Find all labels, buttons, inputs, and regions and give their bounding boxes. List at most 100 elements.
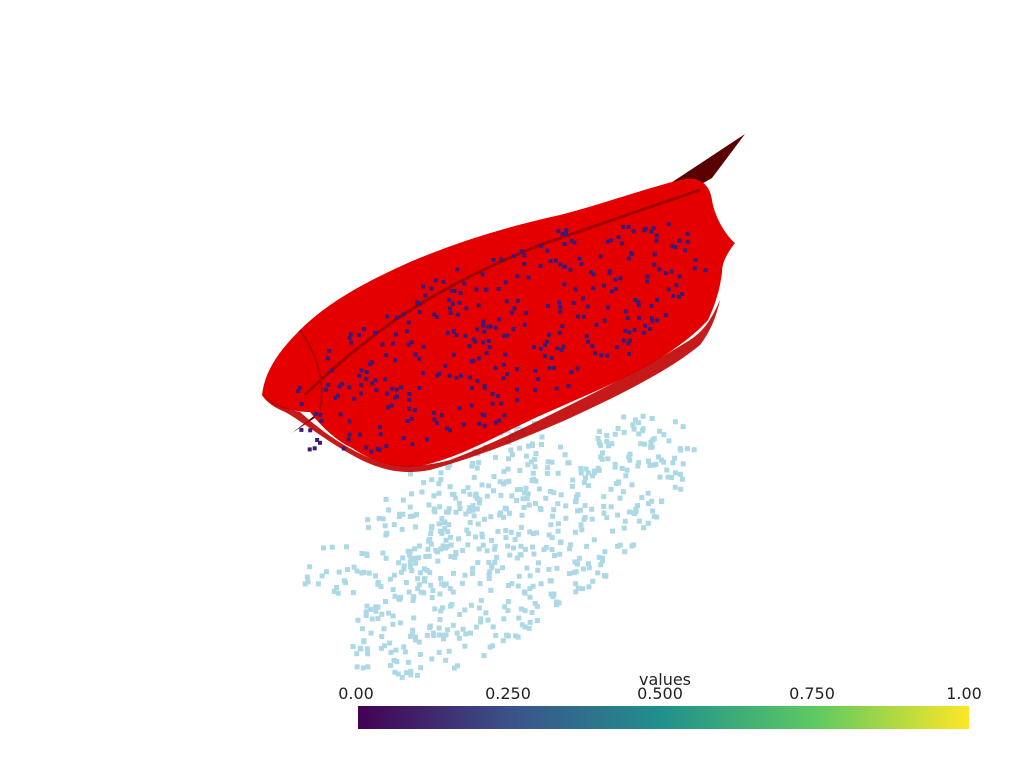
projected-point (474, 465, 480, 471)
projected-point (602, 573, 607, 579)
surface-point (608, 238, 613, 243)
projected-point (379, 634, 385, 639)
surface-point (575, 314, 580, 319)
projected-point (659, 498, 665, 504)
projected-point (581, 516, 587, 522)
surface-point (599, 353, 604, 358)
surface-point (538, 264, 543, 268)
projected-point (604, 515, 610, 521)
surface-point (486, 339, 491, 343)
surface-point (440, 413, 444, 418)
projected-point (492, 544, 498, 550)
projected-point (307, 564, 313, 570)
projected-point (583, 466, 589, 472)
surface-point (562, 264, 567, 269)
surface-point (470, 386, 475, 391)
projected-point (527, 594, 533, 600)
projected-point (595, 570, 601, 576)
projected-point (508, 529, 514, 535)
surface-point (455, 267, 460, 272)
projected-point (456, 635, 462, 641)
projected-point (636, 518, 642, 524)
projected-point (629, 482, 635, 488)
projected-point (516, 531, 521, 537)
projected-point (412, 546, 418, 552)
projected-point (350, 644, 356, 649)
surface-point (572, 240, 577, 245)
projected-point (524, 496, 530, 502)
projected-point (544, 470, 550, 476)
projected-point (526, 443, 532, 449)
colorbar-tick-4: 1.00 (946, 684, 982, 703)
surface-point (409, 416, 414, 421)
projected-point (407, 513, 413, 519)
surface-point (389, 403, 394, 408)
projected-point (373, 573, 378, 579)
projected-point (483, 610, 489, 616)
projected-point (586, 483, 591, 489)
surface-point (333, 396, 338, 401)
surface-point (657, 267, 662, 272)
projected-point (518, 606, 524, 612)
projected-point (530, 442, 536, 448)
surface-point (621, 225, 625, 229)
projected-point (635, 463, 641, 469)
surface-point (651, 226, 656, 231)
surface-point (677, 274, 682, 279)
surface-point (503, 352, 508, 357)
surface-point (569, 238, 574, 243)
projected-point (421, 480, 427, 486)
surface-point (477, 356, 481, 361)
surface-point (318, 440, 322, 445)
projected-point (530, 583, 536, 589)
surface-point (562, 242, 567, 246)
projected-point (430, 630, 436, 636)
surface-point (383, 377, 388, 382)
projected-point (523, 485, 529, 491)
projected-point (401, 563, 407, 569)
projected-point (449, 491, 455, 497)
projected-point (558, 444, 563, 450)
surface-point (490, 391, 495, 396)
projected-point (473, 534, 478, 540)
projected-point (665, 474, 671, 480)
surface-point (573, 287, 578, 292)
surface-point (522, 261, 527, 266)
projected-point (605, 456, 611, 462)
projected-point (638, 441, 644, 447)
surface-point (446, 297, 451, 302)
projected-point (459, 580, 465, 586)
surface-point (626, 256, 631, 261)
projected-point (411, 594, 417, 600)
projected-point (462, 572, 468, 578)
projected-point (631, 426, 637, 432)
projected-point (388, 649, 394, 655)
surface-point (499, 257, 504, 262)
surface-point (623, 309, 628, 314)
projected-point (411, 615, 417, 621)
projected-point (622, 549, 628, 555)
projected-point (573, 569, 579, 575)
surface-point (552, 365, 557, 370)
surface-point (451, 352, 456, 357)
projected-point (622, 518, 628, 524)
projected-point (601, 510, 607, 516)
projected-point (345, 567, 351, 573)
projected-point (545, 459, 551, 465)
surface-point (590, 344, 595, 349)
projected-point (476, 546, 482, 552)
surface-point (554, 386, 559, 391)
surface-point (481, 340, 485, 345)
surface-point (434, 314, 439, 319)
surface-point (605, 239, 610, 244)
surface-point (649, 316, 654, 321)
surface-point (487, 345, 492, 350)
projected-point (453, 551, 459, 557)
projected-point (410, 556, 416, 562)
surface-point (674, 283, 679, 288)
surface-point (450, 289, 455, 293)
surface-point (569, 370, 574, 375)
projected-point (563, 515, 569, 521)
